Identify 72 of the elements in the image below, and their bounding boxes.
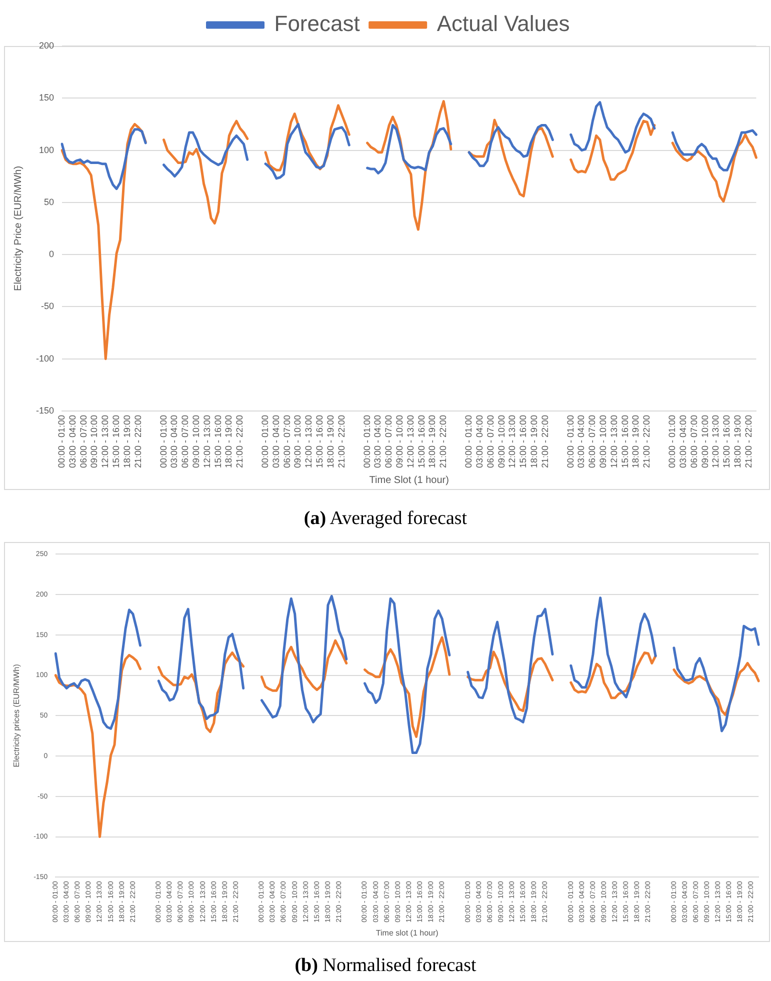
x-tick-label: 18:00 - 19:00 — [732, 414, 743, 468]
text: (a) Averaged forecast — [302, 508, 468, 530]
x-tick-label: 21:00 - 22:00 — [540, 414, 550, 468]
x-tick-label: 18:00 - 19:00 — [224, 414, 234, 468]
x-tick-label: 15:00 - 16:00 — [722, 414, 732, 468]
x-tick-label: 12:00 - 13:00 — [405, 414, 416, 468]
y-tick-label: -50 — [41, 301, 54, 312]
y-tick-label: 50 — [44, 196, 54, 207]
x-tick-label: 15:00 - 16:00 — [314, 414, 325, 468]
y-axis-title: Electricity Price (EUR/MWh) — [12, 166, 24, 291]
x-tick-label: 06:00 - 07:00 — [180, 414, 190, 468]
x-tick-label: 12:00 - 13:00 — [710, 414, 721, 468]
x-tick-label: 12:00 - 13:00 — [608, 414, 619, 468]
x-tick-label: 03:00 - 04:00 — [576, 414, 586, 468]
text: (b) Normalised forecast — [294, 955, 478, 977]
x-tick-label: 03:00 - 04:00 — [678, 414, 688, 468]
x-tick-label: 06:00 - 07:00 — [688, 414, 699, 468]
y-tick-label: 150 — [38, 92, 54, 103]
x-tick-label: 15:00 - 16:00 — [620, 414, 630, 468]
x-tick-label: 00:00 - 01:00 — [158, 414, 168, 468]
x-tick-label: 06:00 - 07:00 — [282, 414, 292, 468]
x-tick-label: 03:00 - 04:00 — [372, 414, 383, 468]
x-tick-label: 18:00 - 19:00 — [427, 414, 438, 468]
x-tick-label: 15:00 - 16:00 — [111, 414, 122, 468]
x-tick-label: 06:00 - 07:00 — [485, 414, 496, 468]
x-tick-label: 09:00 - 10:00 — [496, 414, 506, 468]
x-tick-label: 06:00 - 07:00 — [587, 414, 598, 468]
x-tick-label: 00:00 - 01:00 — [260, 414, 270, 468]
x-tick-label: 21:00 - 22:00 — [336, 414, 346, 468]
x-tick-label: 21:00 - 22:00 — [438, 414, 448, 468]
x-tick-label: 15:00 - 16:00 — [212, 414, 223, 468]
x-tick-label: 03:00 - 04:00 — [67, 414, 78, 468]
x-tick-label: 09:00 - 10:00 — [598, 414, 608, 468]
x-tick-label: 00:00 - 01:00 — [56, 414, 66, 468]
y-tick-label: 200 — [38, 40, 54, 50]
x-tick-label: 00:00 - 01:00 — [667, 414, 678, 468]
x-tick-label: 12:00 - 13:00 — [304, 414, 314, 468]
x-tick-label: 03:00 - 04:00 — [270, 414, 281, 468]
x-axis-title: Time slot (1 hour) — [376, 928, 439, 938]
legend-label: Forecast — [274, 11, 360, 36]
y-tick-label: 100 — [38, 144, 54, 155]
y-tick-label: -150 — [36, 405, 54, 416]
x-tick-label: 09:00 - 10:00 — [700, 414, 710, 468]
x-tick-label: 18:00 - 19:00 — [325, 414, 336, 468]
x-tick-label: 18:00 - 19:00 — [528, 414, 539, 468]
x-tick-label: 21:00 - 22:00 — [132, 414, 143, 468]
x-tick-label: 03:00 - 04:00 — [169, 414, 180, 468]
x-tick-label: 18:00 - 19:00 — [122, 414, 132, 468]
x-tick-label: 09:00 - 10:00 — [394, 414, 405, 468]
x-tick-label: 09:00 - 10:00 — [89, 414, 100, 468]
legend-label: Actual Values — [436, 11, 570, 36]
x-tick-label: 18:00 - 19:00 — [630, 414, 641, 468]
x-tick-label: 21:00 - 22:00 — [234, 414, 245, 468]
y-axis-title: Electricity prices (EUR/MWh) — [12, 664, 22, 768]
x-tick-label: 15:00 - 16:00 — [416, 414, 426, 468]
y-tick-label: -100 — [36, 353, 54, 364]
x-tick-label: 09:00 - 10:00 — [292, 414, 303, 468]
x-tick-label: 15:00 - 16:00 — [518, 414, 528, 468]
x-axis-title: Time Slot (1 hour) — [369, 474, 449, 486]
x-tick-label: 00:00 - 01:00 — [565, 414, 576, 468]
x-tick-label: 12:00 - 13:00 — [100, 414, 110, 468]
x-tick-label: 21:00 - 22:00 — [743, 414, 754, 468]
x-tick-label: 00:00 - 01:00 — [362, 414, 372, 468]
y-tick-label: 0 — [49, 249, 54, 260]
x-tick-label: 06:00 - 07:00 — [384, 414, 394, 468]
x-tick-label: 12:00 - 13:00 — [202, 414, 212, 468]
x-tick-label: 09:00 - 10:00 — [190, 414, 201, 468]
x-tick-label: 12:00 - 13:00 — [507, 414, 518, 468]
x-tick-label: 00:00 - 01:00 — [464, 414, 474, 468]
x-tick-label: 06:00 - 07:00 — [78, 414, 88, 468]
x-tick-label: 21:00 - 22:00 — [642, 414, 652, 468]
x-tick-label: 03:00 - 04:00 — [474, 414, 484, 468]
